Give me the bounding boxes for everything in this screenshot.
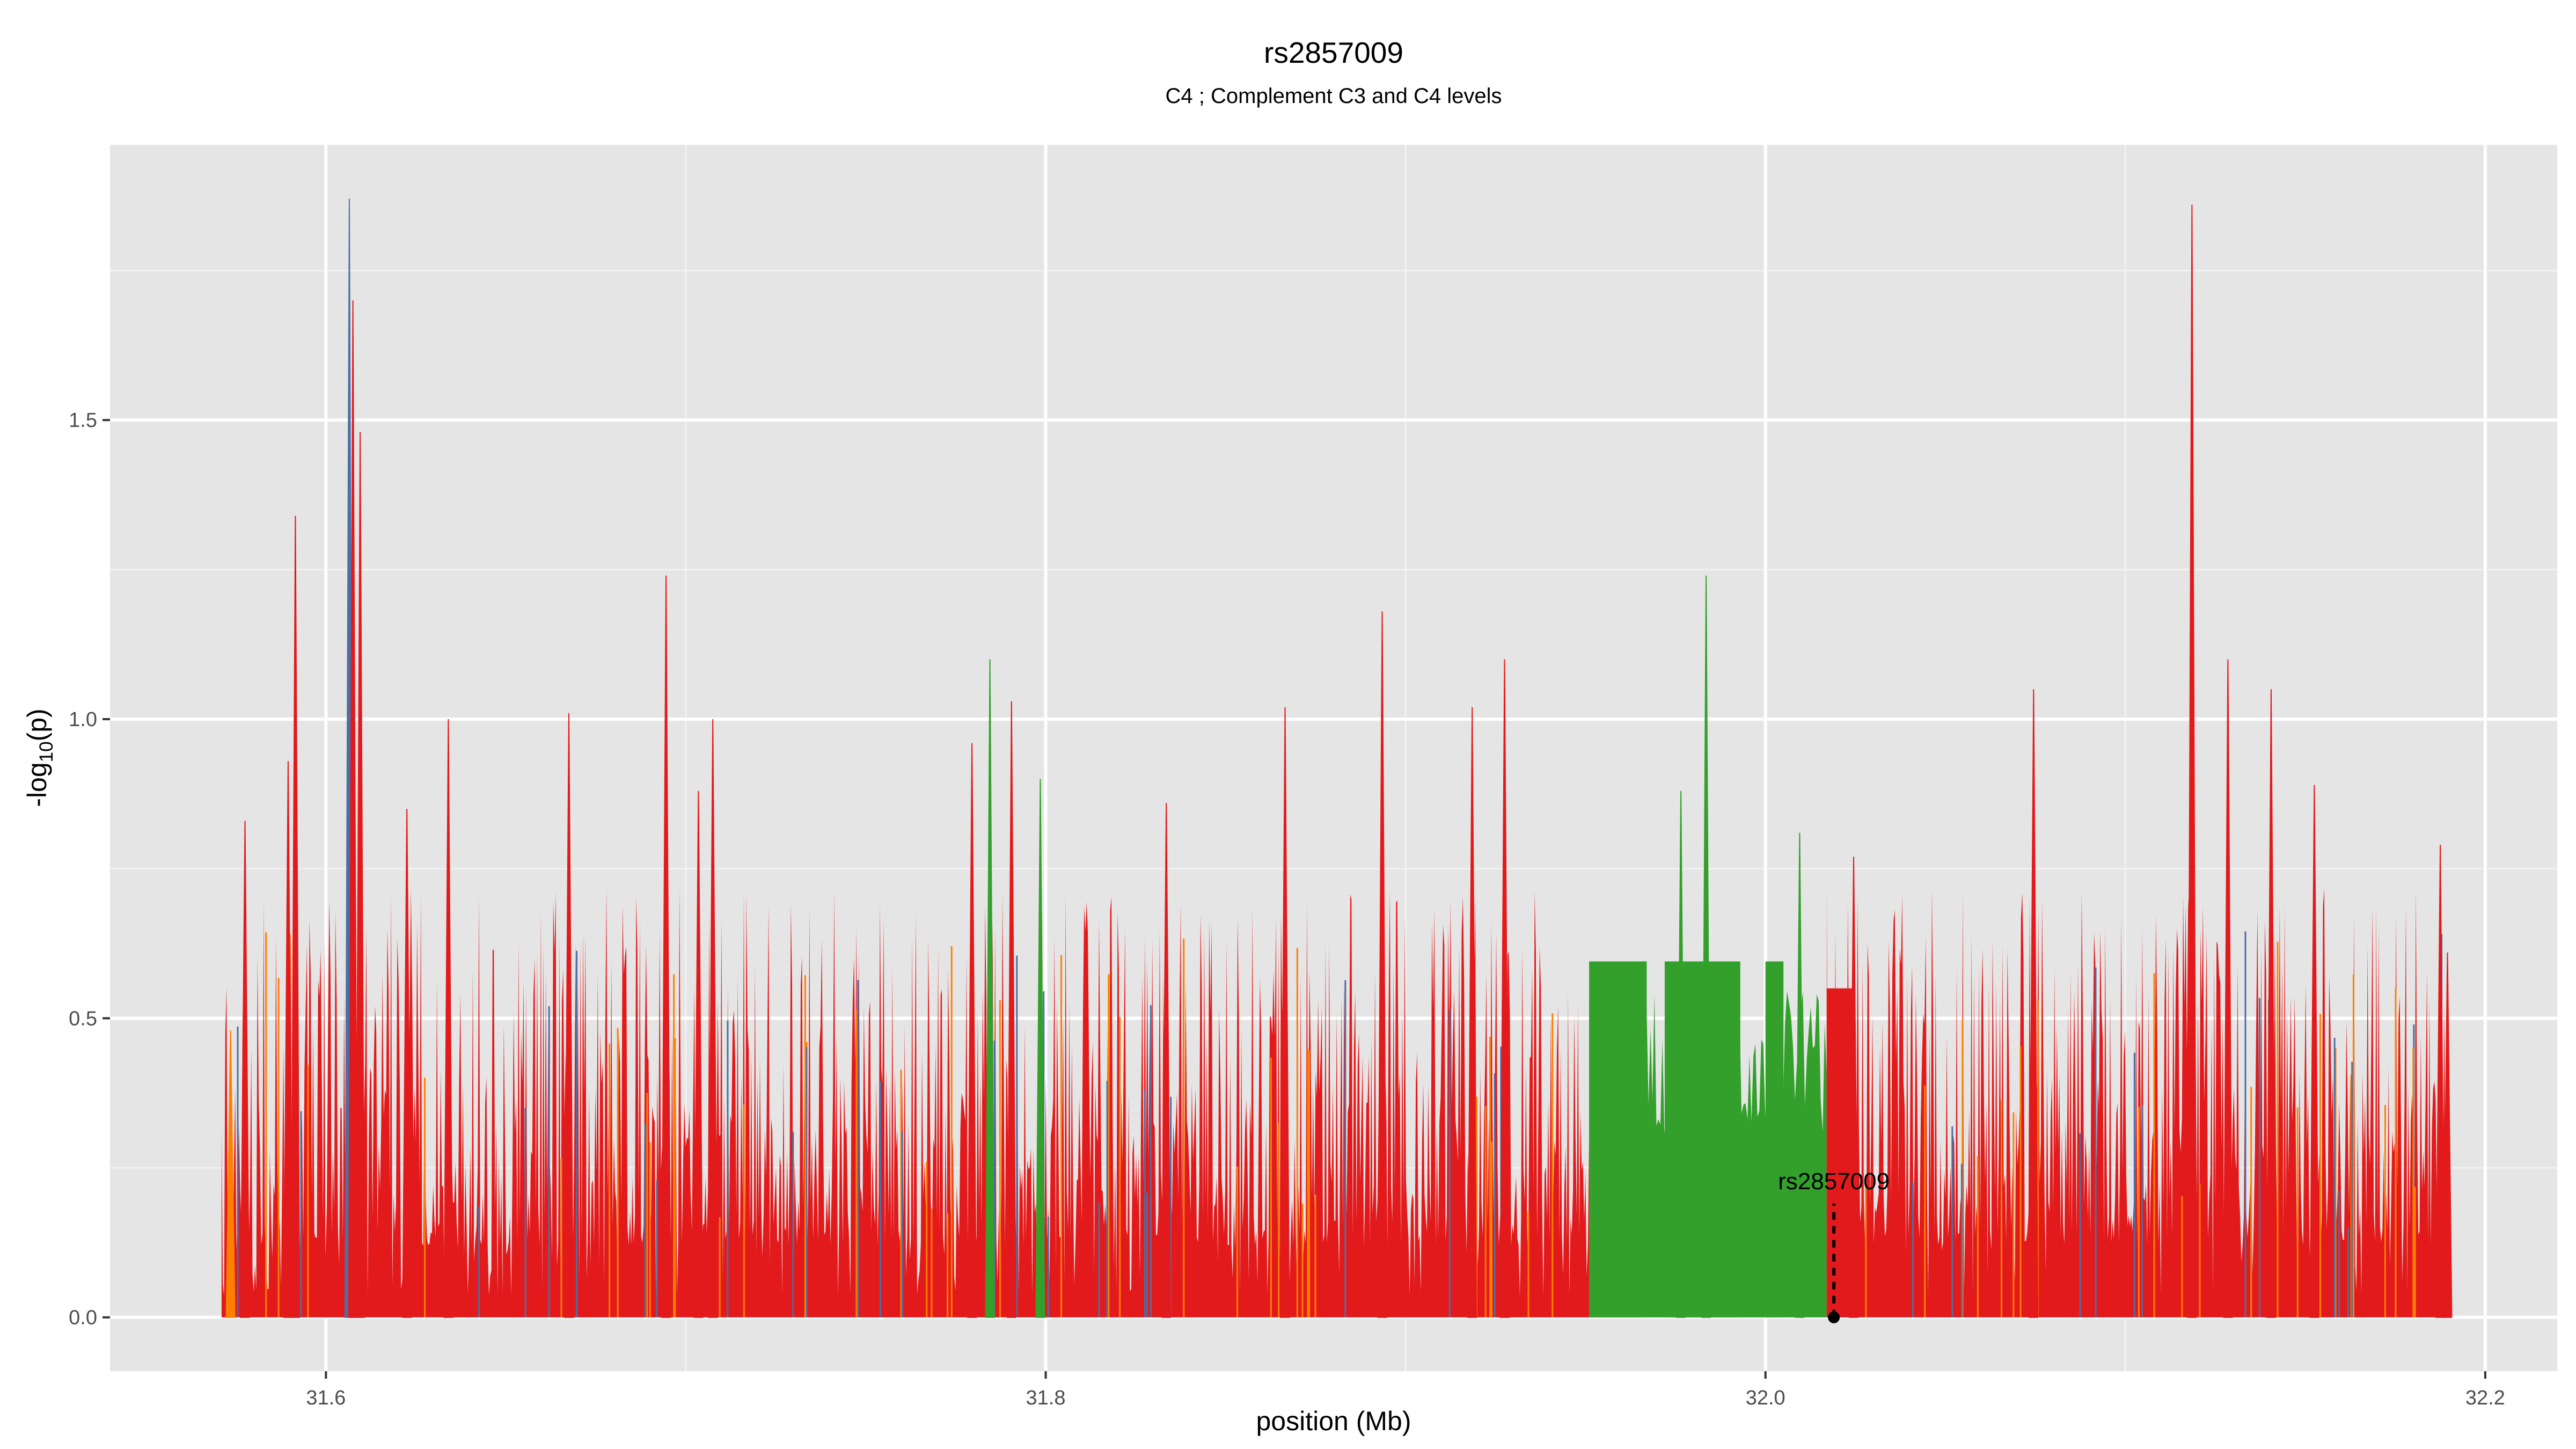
- peak: [1377, 611, 1387, 1318]
- peak: [1676, 791, 1686, 1318]
- y-tick-label: 0.5: [69, 1007, 97, 1030]
- annotation-point: [1828, 1311, 1840, 1323]
- x-tick-label: 32.0: [1746, 1387, 1785, 1409]
- chart-title: rs2857009: [1264, 36, 1403, 69]
- peak: [967, 743, 977, 1318]
- peak: [402, 809, 412, 1318]
- peak: [1499, 659, 1510, 1318]
- y-tick-label: 0.0: [69, 1307, 97, 1329]
- peak: [348, 300, 358, 1318]
- peak: [564, 713, 574, 1318]
- peak: [1701, 575, 1711, 1318]
- x-axis: 31.6 31.8 32.0 32.2: [306, 1371, 2505, 1409]
- background-signal: [1826, 888, 2449, 1318]
- x-tick-label: 31.8: [1026, 1387, 1066, 1409]
- peak: [1280, 707, 1290, 1318]
- peak: [693, 791, 704, 1318]
- green-block: [1765, 961, 1784, 1318]
- y-axis: 0.0 0.5 1.0 1.5: [69, 409, 110, 1329]
- y-axis-label: -log10(p): [22, 708, 57, 807]
- peak: [290, 516, 301, 1318]
- peak: [355, 431, 365, 1318]
- peak: [225, 1030, 236, 1318]
- background-signal: [221, 887, 1590, 1318]
- peak: [1006, 701, 1016, 1318]
- peak: [1161, 803, 1172, 1318]
- data-layer: [221, 199, 2453, 1318]
- peak: [2442, 952, 2453, 1318]
- peak: [240, 821, 250, 1318]
- peak: [1467, 707, 1477, 1318]
- peak: [2223, 659, 2233, 1318]
- peak: [2309, 785, 2319, 1318]
- peak: [985, 659, 995, 1318]
- y-tick-label: 1.0: [69, 708, 97, 731]
- x-axis-label: position (Mb): [1256, 1406, 1411, 1436]
- peak: [443, 719, 453, 1318]
- peak: [2029, 689, 2039, 1318]
- peak: [1035, 779, 1045, 1318]
- peak: [2266, 689, 2276, 1318]
- x-tick-label: 31.6: [306, 1387, 346, 1409]
- green-block: [1589, 961, 1647, 1318]
- peak: [1795, 832, 1805, 1318]
- y-axis-label-main: -log: [22, 762, 52, 807]
- y-tick-label: 1.5: [69, 409, 97, 432]
- peak: [2435, 845, 2446, 1318]
- peak: [661, 575, 671, 1318]
- peak: [1848, 857, 1859, 1318]
- annotation-label: rs2857009: [1778, 1168, 1890, 1195]
- annotation-layer: rs2857009: [1778, 1168, 1890, 1323]
- y-axis-label-subscript: 10: [36, 741, 57, 762]
- y-axis-label-tail: (p): [22, 708, 52, 741]
- chart-subtitle: C4 ; Complement C3 and C4 levels: [1166, 84, 1502, 108]
- peak: [283, 761, 294, 1318]
- x-tick-label: 32.2: [2465, 1387, 2505, 1409]
- peak: [708, 719, 718, 1318]
- peak: [2187, 204, 2197, 1318]
